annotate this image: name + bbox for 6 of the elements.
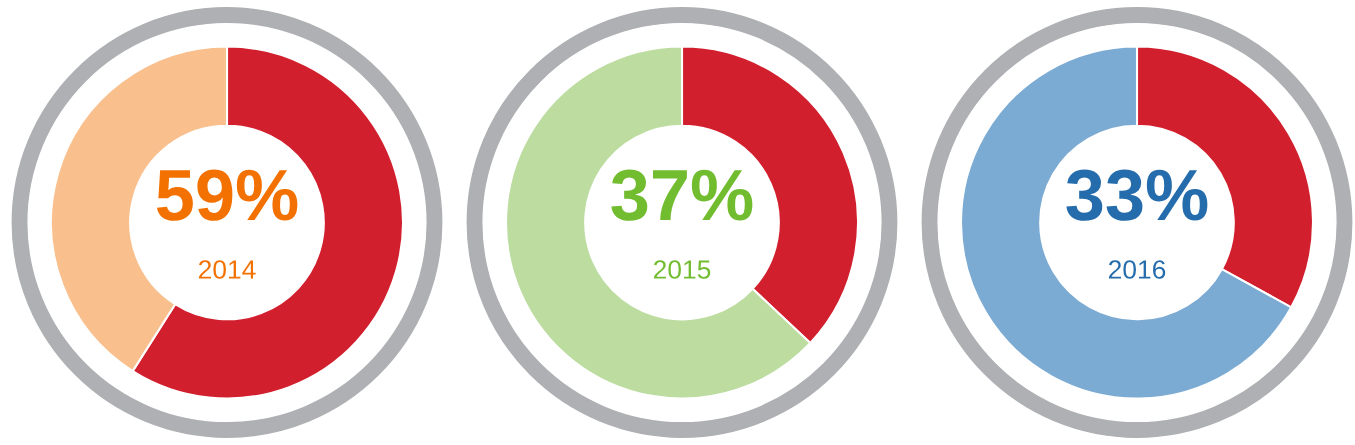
text: 2014 (198, 260, 256, 279)
text: 2016 (1108, 260, 1166, 279)
text: 2015 (653, 260, 711, 279)
data-label: 33% (1066, 169, 1208, 221)
data-label: 37% (611, 169, 753, 221)
data-label: 59% (156, 169, 298, 221)
